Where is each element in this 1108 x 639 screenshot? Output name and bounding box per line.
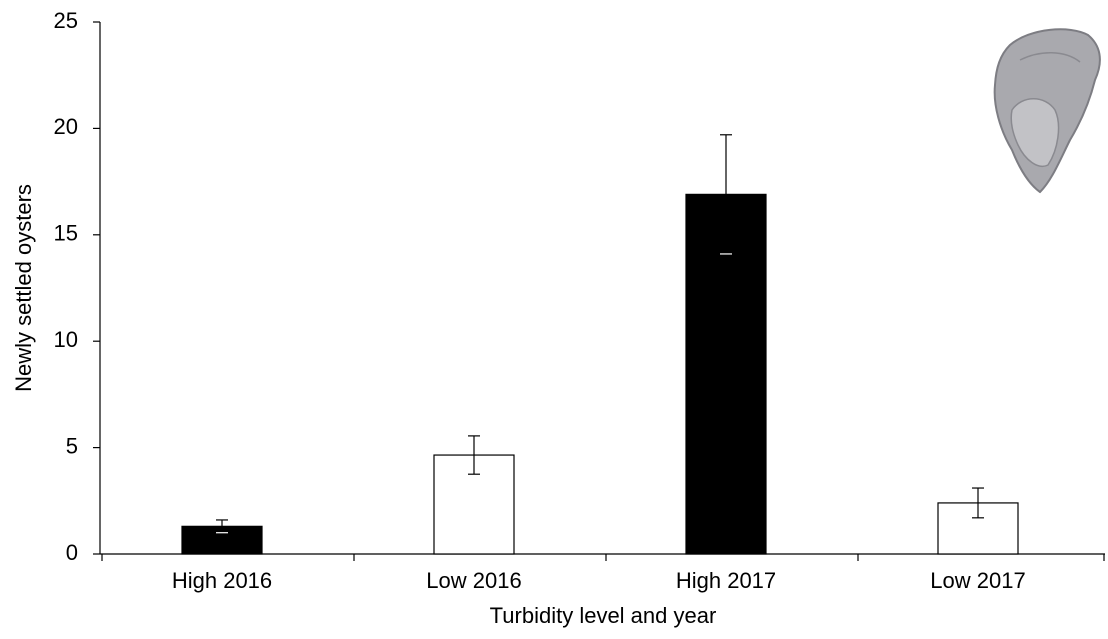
oyster-illustration [995,29,1100,192]
y-axis-label: Newly settled oysters [11,184,36,392]
y-tick-label: 25 [54,8,78,33]
x-tick-label: High 2017 [676,568,776,593]
x-tick-label: Low 2017 [930,568,1025,593]
y-tick-label: 10 [54,327,78,352]
x-tick-label: High 2016 [172,568,272,593]
chart: Turbidity level and year Newly settled o… [0,0,1108,639]
x-axis-label: Turbidity level and year [490,603,717,628]
y-tick-label: 15 [54,221,78,246]
y-tick-label: 20 [54,114,78,139]
y-tick-label: 0 [66,540,78,565]
y-tick-label: 5 [66,433,78,458]
x-tick-label: Low 2016 [426,568,521,593]
